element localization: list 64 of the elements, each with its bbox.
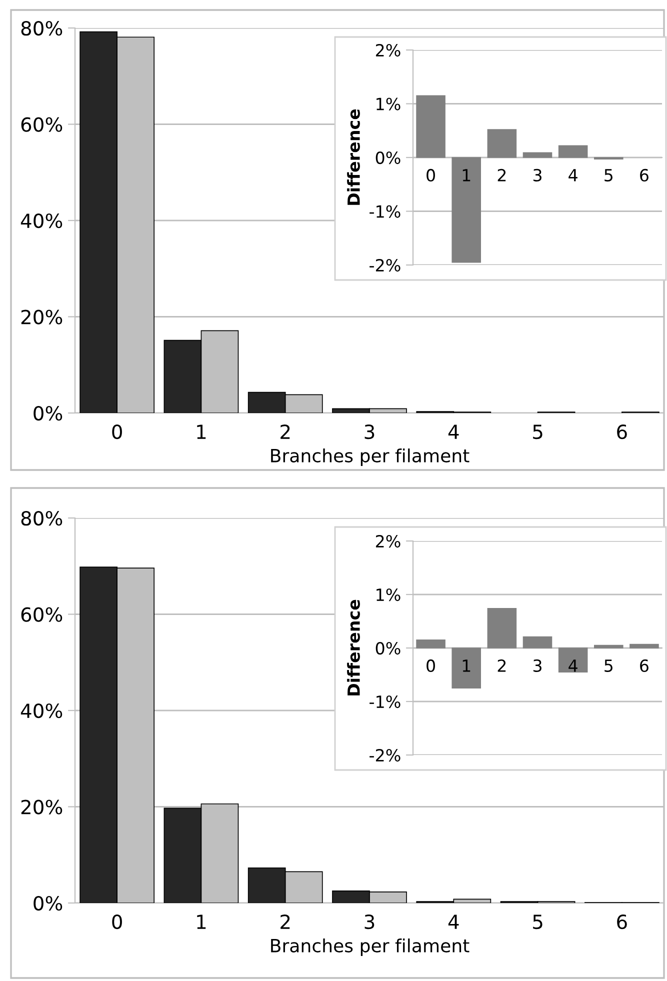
bar bbox=[416, 95, 446, 158]
bar bbox=[522, 636, 552, 648]
x-tick-label: 5 bbox=[533, 424, 542, 440]
x-tick-label: 6 bbox=[640, 168, 648, 182]
y-tick-label: 0% bbox=[376, 642, 400, 655]
y-tick-label: 2% bbox=[376, 44, 400, 57]
bar bbox=[630, 644, 659, 648]
x-tick-label: 4 bbox=[448, 424, 459, 439]
y-tick-label: 0% bbox=[376, 151, 400, 164]
y-tick-label: 80% bbox=[21, 20, 62, 36]
y-tick-label: 60% bbox=[21, 117, 62, 132]
x-tick-label: 4 bbox=[568, 169, 578, 182]
x-tick-label: 6 bbox=[640, 659, 648, 672]
x-tick-label: 6 bbox=[617, 914, 627, 930]
y-tick-label: 20% bbox=[21, 310, 62, 324]
y-tick-label: 1% bbox=[376, 588, 400, 602]
x-tick-label: 4 bbox=[448, 914, 459, 929]
x-tick-label: 3 bbox=[533, 168, 542, 182]
x-tick-label: 1 bbox=[197, 914, 206, 929]
x-tick-label: 0 bbox=[426, 659, 435, 672]
x-tick-label: 1 bbox=[462, 169, 470, 182]
bar bbox=[487, 608, 517, 648]
x-tick-label: 3 bbox=[364, 914, 374, 930]
x-tick-label: 1 bbox=[462, 660, 470, 672]
y-tick-label: 60% bbox=[21, 607, 62, 622]
x-axis-title: Branches per filament bbox=[271, 938, 470, 956]
y-tick-label: 1% bbox=[376, 98, 400, 110]
y-tick-label: -1% bbox=[370, 205, 400, 218]
x-tick-label: 0 bbox=[112, 424, 122, 440]
bar bbox=[452, 648, 482, 689]
x-tick-label: 5 bbox=[533, 914, 542, 930]
bar bbox=[594, 644, 624, 648]
x-tick-label: 2 bbox=[498, 168, 506, 182]
x-tick-label: 3 bbox=[364, 424, 374, 440]
y-tick-label: -1% bbox=[370, 695, 400, 708]
y-tick-label: -2% bbox=[370, 258, 400, 272]
y-tick-label: 20% bbox=[21, 800, 62, 814]
x-tick-label: 5 bbox=[604, 660, 612, 672]
bar bbox=[452, 157, 482, 263]
x-tick-label: 1 bbox=[197, 424, 206, 439]
bar bbox=[522, 152, 552, 158]
x-axis-title: Branches per filament bbox=[271, 448, 470, 466]
x-tick-label: 2 bbox=[280, 914, 290, 929]
y-tick-label: 2% bbox=[376, 534, 400, 548]
x-tick-label: 2 bbox=[498, 659, 506, 672]
x-tick-label: 2 bbox=[280, 424, 290, 439]
y-tick-label: 0% bbox=[34, 896, 62, 911]
y-tick-label: 40% bbox=[20, 213, 62, 228]
x-tick-label: 6 bbox=[617, 424, 627, 440]
bar bbox=[558, 145, 588, 158]
bar bbox=[558, 648, 588, 672]
y-tick-label: -2% bbox=[370, 748, 400, 762]
x-tick-label: 0 bbox=[426, 168, 435, 182]
x-tick-label: 3 bbox=[533, 659, 542, 672]
y-tick-label: 40% bbox=[20, 703, 62, 718]
y-axis-title: Difference bbox=[347, 109, 360, 205]
y-tick-label: 0% bbox=[34, 406, 62, 421]
bar bbox=[416, 640, 446, 648]
bar bbox=[487, 129, 517, 158]
x-tick-label: 5 bbox=[604, 169, 612, 182]
x-tick-label: 0 bbox=[112, 914, 122, 930]
x-tick-label: 4 bbox=[568, 660, 578, 672]
y-tick-label: 80% bbox=[21, 510, 62, 526]
y-axis-title: Difference bbox=[347, 600, 360, 696]
